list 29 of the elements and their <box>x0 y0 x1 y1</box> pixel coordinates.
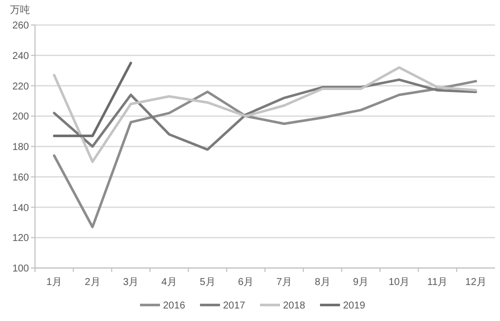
x-tick-label: 3月 <box>123 277 139 288</box>
x-tick-label: 4月 <box>161 277 177 288</box>
y-tick-label: 100 <box>12 264 30 274</box>
y-tick-label: 200 <box>12 112 30 123</box>
y-tick-label: 160 <box>12 172 30 184</box>
legend-label: 2016 <box>163 300 186 312</box>
x-tick-label: 11月 <box>427 277 448 288</box>
y-tick-label: 180 <box>12 142 30 153</box>
x-tick-label: 8月 <box>314 277 330 288</box>
legend-label: 2017 <box>223 300 246 312</box>
y-tick-label: 260 <box>12 20 30 32</box>
x-tick-label: 1月 <box>46 277 62 288</box>
x-tick-label: 12月 <box>465 277 486 288</box>
x-tick-label: 10月 <box>388 277 410 288</box>
y-tick-label: 220 <box>12 81 30 92</box>
legend-label: 2019 <box>343 300 366 312</box>
legend-label: 2018 <box>283 300 306 312</box>
line-series <box>52 80 478 228</box>
x-tick-label: 5月 <box>200 277 216 288</box>
y-tick-label: 140 <box>12 202 30 214</box>
y-axis-title: 万吨 <box>10 4 30 16</box>
x-tick-label: 6月 <box>238 277 254 288</box>
x-tick-label: 9月 <box>353 277 369 288</box>
x-tick-label: 2月 <box>84 277 100 288</box>
line-series <box>52 78 478 151</box>
y-tick-label: 120 <box>12 233 30 244</box>
x-tick-label: 7月 <box>276 277 292 288</box>
line-series <box>52 66 478 163</box>
y-tick-label: 240 <box>12 50 30 62</box>
